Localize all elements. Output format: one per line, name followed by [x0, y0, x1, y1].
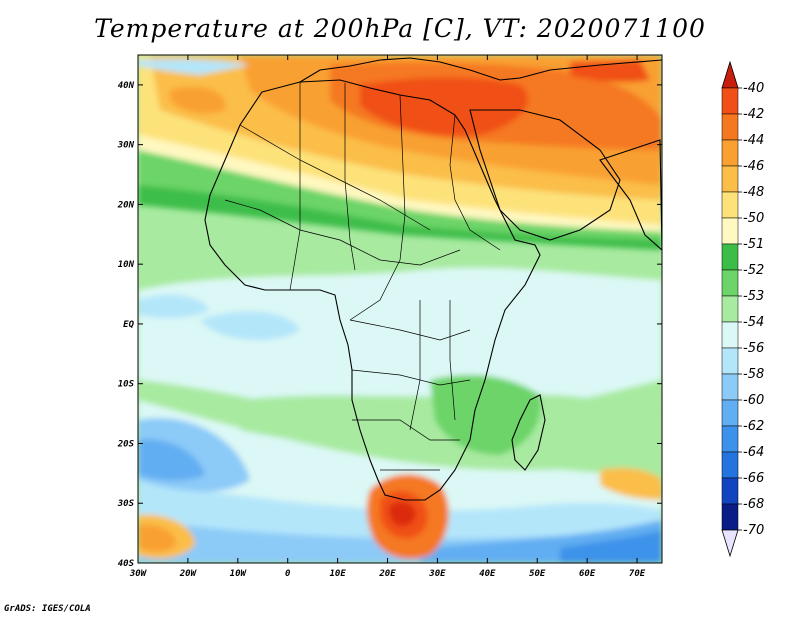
- colorbar-swatch: [721, 139, 739, 167]
- mediterranean-coastline: [299, 57, 662, 83]
- africa-coastline: [204, 79, 541, 501]
- colorbar-label: -62: [743, 419, 764, 434]
- lat-tick-label: EQ: [123, 320, 134, 330]
- colorbar-label: -58: [743, 367, 764, 382]
- colorbar: -40 -42 -44 -46 -48 -50 -51 -52 -53 -54 -56 -58 -60 -…: [721, 60, 764, 558]
- colorbar-swatch: [721, 477, 739, 505]
- colorbar-swatch: [721, 399, 739, 427]
- colorbar-label: -68: [743, 497, 764, 512]
- lat-tick-label: 40S: [118, 559, 135, 569]
- colorbar-label: -53: [743, 289, 764, 304]
- colorbar-label: -54: [743, 315, 764, 330]
- colorbar-label: -64: [743, 445, 764, 460]
- colorbar-swatch: [721, 425, 739, 453]
- country-borders: [224, 82, 501, 471]
- colorbar-swatch: [721, 347, 739, 375]
- colorbar-label: -42: [743, 107, 764, 122]
- colorbar-label: -52: [743, 263, 764, 278]
- colorbar-label: -40: [743, 81, 764, 96]
- lat-tick-label: 40N: [118, 81, 135, 91]
- colorbar-label: -48: [743, 185, 764, 200]
- colorbar-swatch: [721, 373, 739, 401]
- credit-label: GrADS: IGES/COLA: [4, 604, 91, 614]
- colorbar-label: -56: [743, 341, 764, 356]
- lon-tick-label: 30E: [428, 569, 446, 579]
- lon-tick-label: 30W: [129, 569, 148, 579]
- madagascar-coastline: [511, 394, 546, 471]
- lon-tick-label: 20W: [179, 569, 198, 579]
- lon-tick-label: 60E: [579, 569, 596, 579]
- colorbar-swatch: [721, 321, 739, 349]
- lat-tick-label: 20S: [117, 439, 135, 449]
- colorbar-label: -50: [743, 211, 764, 226]
- colorbar-top-arrow: [721, 60, 739, 89]
- lon-tick-label: 10E: [329, 569, 346, 579]
- lat-tick-label: 20N: [117, 200, 135, 210]
- colorbar-swatch: [721, 503, 739, 531]
- map-frame: [137, 54, 663, 564]
- colorbar-label: -51: [743, 237, 764, 252]
- colorbar-swatch: [721, 295, 739, 323]
- colorbar-swatch: [721, 451, 739, 479]
- lat-tick-label: 30S: [117, 499, 135, 509]
- colorbar-swatch: [721, 165, 739, 193]
- colorbar-swatch: [721, 191, 739, 219]
- colorbar-swatch: [721, 217, 739, 245]
- lat-tick-label: 10S: [118, 380, 135, 390]
- lat-tick-label: 10N: [118, 260, 135, 270]
- arabia-coastline: [469, 109, 621, 241]
- coastlines: [204, 57, 662, 501]
- india-coastline: [599, 139, 662, 251]
- lon-tick-label: 0: [285, 569, 291, 579]
- axis-ticks: 30W 20W 10W 0 10E 20E 30E 40E 50E 60E 70E 40N 30N 20N…: [117, 55, 662, 579]
- colorbar-label: -66: [743, 471, 764, 486]
- colorbar-bottom-arrow: [721, 529, 739, 558]
- lon-tick-label: 40E: [479, 569, 496, 579]
- chart-title: Temperature at 200hPa [C], VT: 202007110…: [94, 14, 706, 43]
- colorbar-label: -60: [743, 393, 764, 408]
- lon-tick-label: 50E: [529, 569, 546, 579]
- colorbar-label: -70: [743, 523, 764, 538]
- colorbar-swatch: [721, 269, 739, 297]
- colorbar-swatch: [721, 87, 739, 115]
- colorbar-label: -44: [743, 133, 764, 148]
- lat-tick-label: 30N: [117, 141, 135, 151]
- colorbar-swatch: [721, 113, 739, 141]
- temperature-field: [138, 55, 662, 563]
- colorbar-label: -46: [743, 159, 764, 174]
- lon-tick-label: 20E: [378, 569, 396, 579]
- colorbar-swatch: [721, 243, 739, 271]
- lon-tick-label: 70E: [629, 569, 646, 579]
- lon-tick-label: 10W: [230, 569, 248, 579]
